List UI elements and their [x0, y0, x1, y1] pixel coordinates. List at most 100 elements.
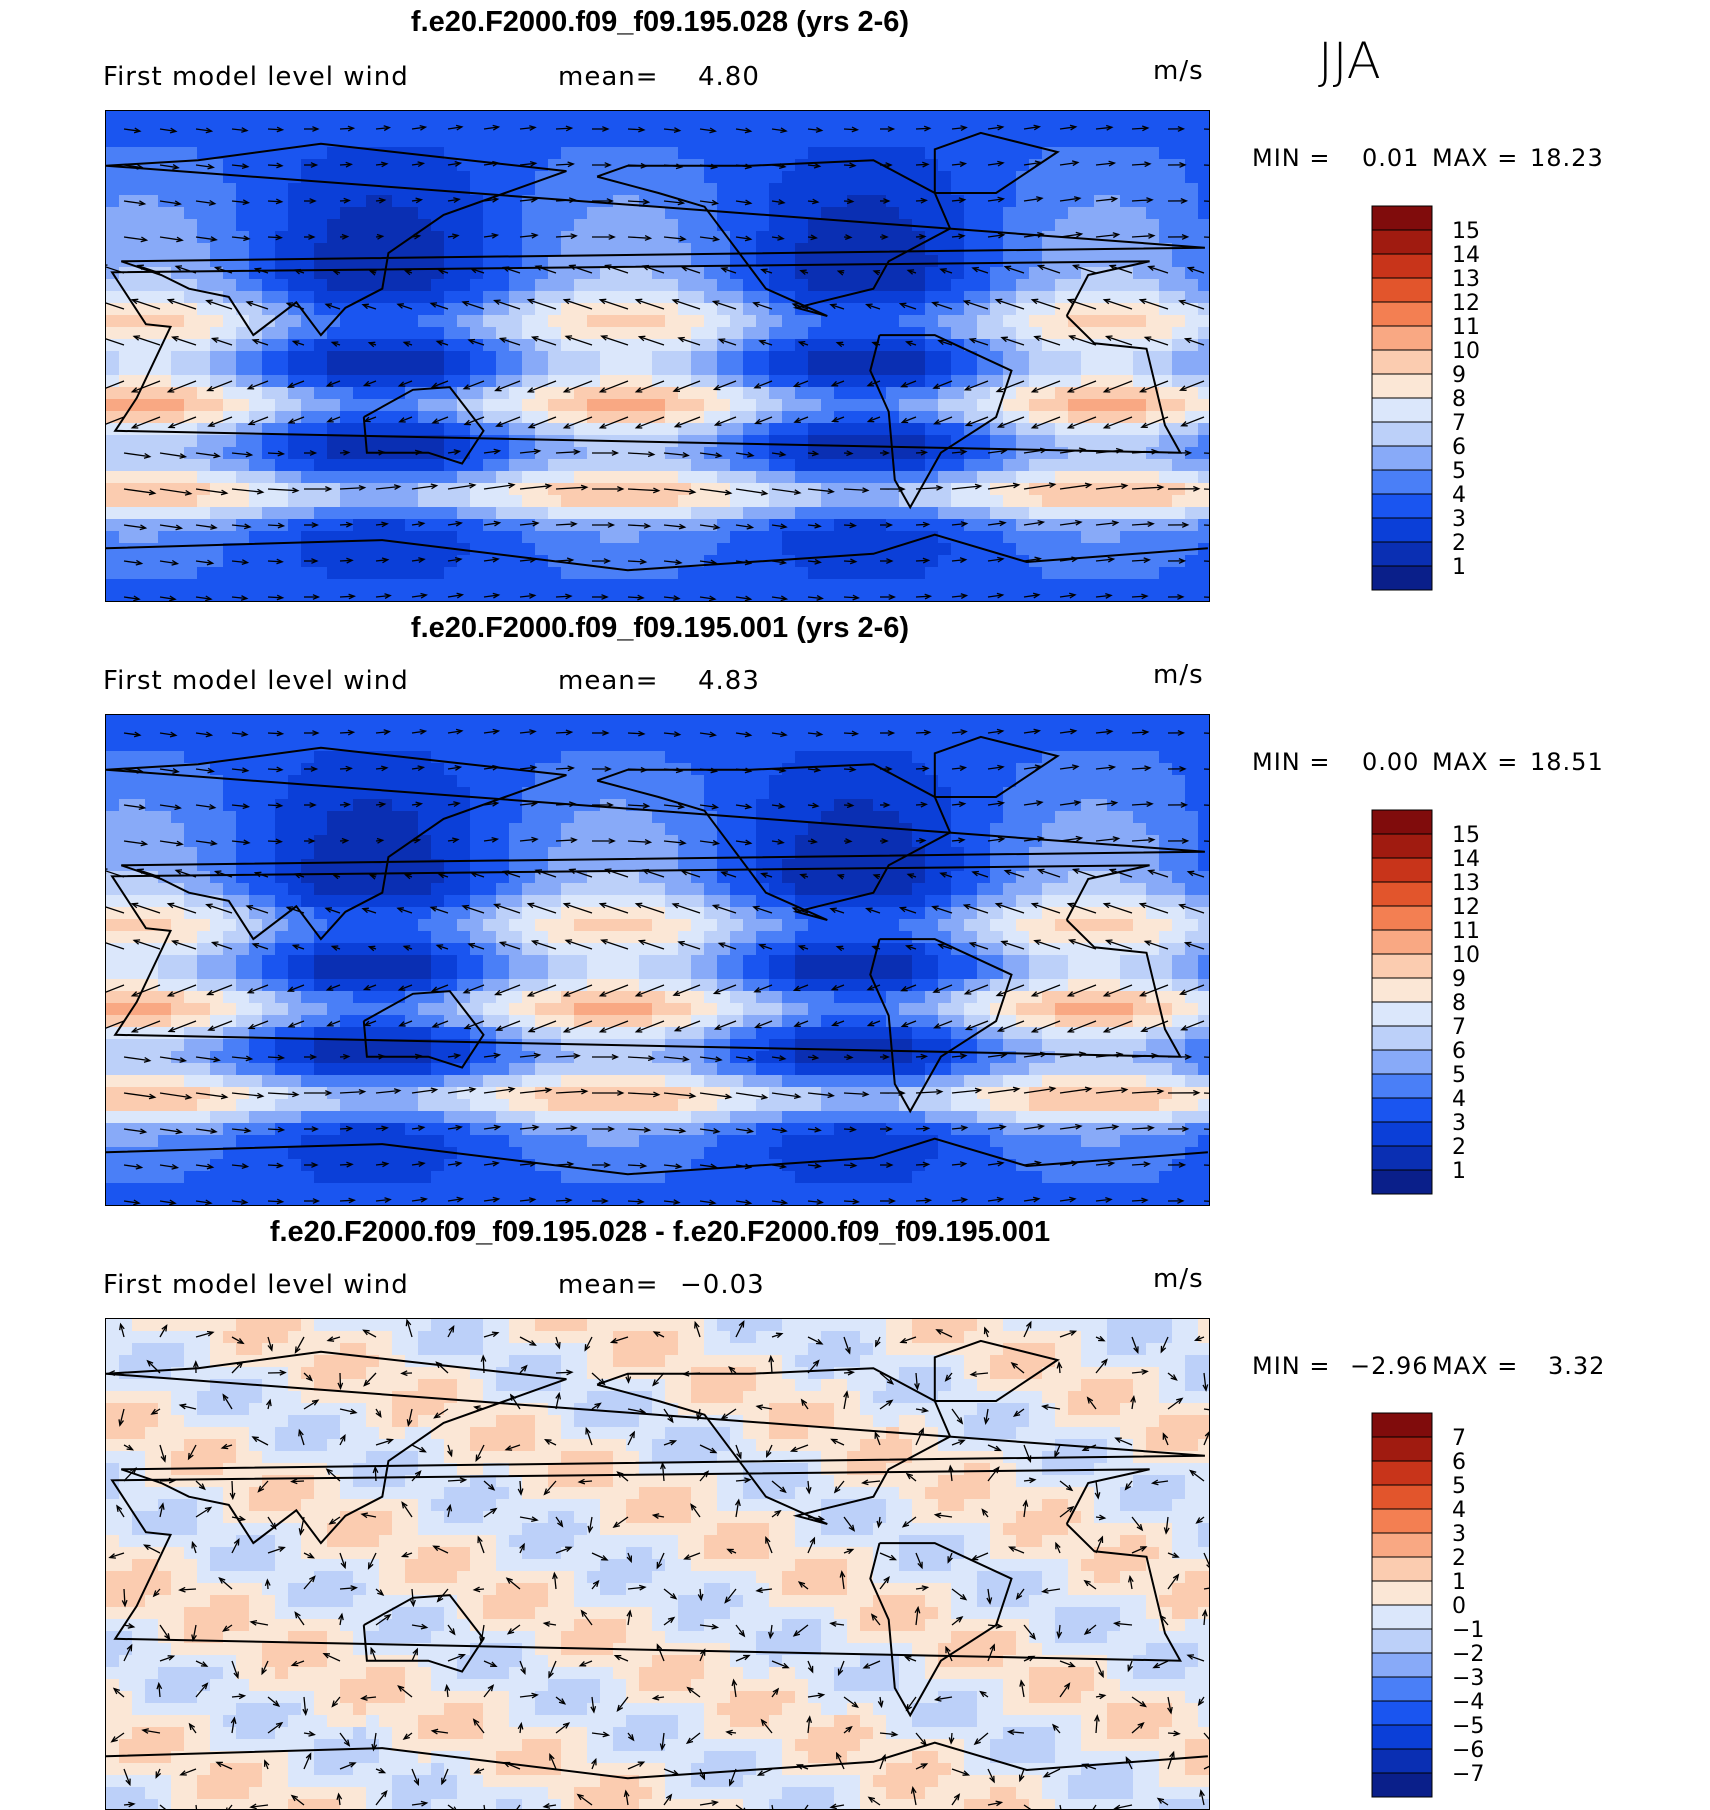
contour-cell [639, 423, 653, 436]
contour-cell [132, 183, 146, 196]
contour-cell [899, 447, 913, 460]
contour-cell [145, 279, 159, 292]
contour-cell [1016, 219, 1030, 232]
contour-cell [613, 351, 627, 364]
contour-cell [626, 267, 640, 280]
contour-cell [184, 507, 198, 520]
contour-cell [912, 351, 926, 364]
contour-cell [210, 159, 224, 172]
contour-cell [1042, 219, 1056, 232]
contour-cell [561, 135, 575, 148]
contour-cell [1081, 351, 1095, 364]
contour-cell [691, 507, 705, 520]
contour-cell [756, 315, 770, 328]
contour-cell [977, 303, 991, 316]
contour-cell [899, 423, 913, 436]
contour-cell [977, 255, 991, 268]
contour-cell [587, 255, 601, 268]
contour-cell [1055, 543, 1069, 556]
contour-cell [405, 111, 419, 124]
contour-cell [574, 315, 588, 328]
contour-cell [327, 471, 341, 484]
contour-cell [483, 399, 497, 412]
contour-cell [639, 775, 653, 788]
contour-cell [756, 715, 770, 728]
contour-cell [353, 567, 367, 580]
contour-cell [223, 435, 237, 448]
contour-cell [392, 787, 406, 800]
contour-cell [600, 147, 614, 160]
panel-1-max-value: 18.23 [1530, 144, 1604, 172]
contour-cell [769, 351, 783, 364]
contour-cell [288, 775, 302, 788]
contour-cell [821, 267, 835, 280]
contour-cell [1107, 111, 1121, 124]
contour-cell [1159, 111, 1173, 124]
contour-cell [132, 775, 146, 788]
contour-cell [561, 483, 575, 496]
contour-cell [782, 327, 796, 340]
contour-cell [522, 435, 536, 448]
contour-cell [756, 195, 770, 208]
contour-cell [106, 315, 120, 328]
contour-cell [561, 303, 575, 316]
contour-cell [353, 231, 367, 244]
contour-cell [197, 739, 211, 752]
contour-cell [1042, 519, 1056, 532]
contour-cell [535, 111, 549, 124]
contour-cell [1016, 507, 1030, 520]
contour-cell [1068, 591, 1082, 602]
contour-cell [418, 399, 432, 412]
contour-cell [977, 579, 991, 592]
contour-cell [600, 303, 614, 316]
contour-cell [171, 243, 185, 256]
contour-cell [808, 351, 822, 364]
contour-cell [1159, 531, 1173, 544]
contour-cell [353, 519, 367, 532]
contour-cell [457, 279, 471, 292]
contour-cell [1172, 739, 1186, 752]
contour-cell [756, 567, 770, 580]
contour-cell [730, 375, 744, 388]
contour-cell [860, 399, 874, 412]
contour-cell [1159, 267, 1173, 280]
contour-cell [626, 459, 640, 472]
contour-cell [613, 751, 627, 764]
contour-cell [483, 775, 497, 788]
contour-cell [288, 787, 302, 800]
contour-cell [340, 715, 354, 728]
contour-cell [1094, 303, 1108, 316]
panel-2-variable-label: First model level wind [103, 666, 409, 696]
contour-cell [1159, 135, 1173, 148]
contour-cell [119, 739, 133, 752]
contour-cell [587, 279, 601, 292]
contour-cell [1029, 375, 1043, 388]
contour-cell [132, 351, 146, 364]
contour-cell [522, 111, 536, 124]
contour-cell [353, 727, 367, 740]
contour-cell [587, 715, 601, 728]
contour-cell [782, 231, 796, 244]
contour-cell [327, 231, 341, 244]
contour-cell [119, 399, 133, 412]
contour-cell [431, 207, 445, 220]
panel-1-variable-label: First model level wind [103, 62, 409, 92]
contour-cell [1094, 423, 1108, 436]
contour-cell [860, 315, 874, 328]
contour-cell [210, 219, 224, 232]
contour-cell [847, 183, 861, 196]
contour-cell [353, 195, 367, 208]
contour-cell [860, 291, 874, 304]
contour-cell [756, 471, 770, 484]
contour-cell [522, 219, 536, 232]
contour-cell [548, 111, 562, 124]
contour-cell [743, 411, 757, 424]
contour-cell [665, 459, 679, 472]
contour-cell [275, 135, 289, 148]
contour-cell [938, 555, 952, 568]
contour-cell [795, 471, 809, 484]
contour-cell [366, 775, 380, 788]
contour-cell [886, 751, 900, 764]
contour-cell [405, 135, 419, 148]
contour-cell [1120, 159, 1134, 172]
